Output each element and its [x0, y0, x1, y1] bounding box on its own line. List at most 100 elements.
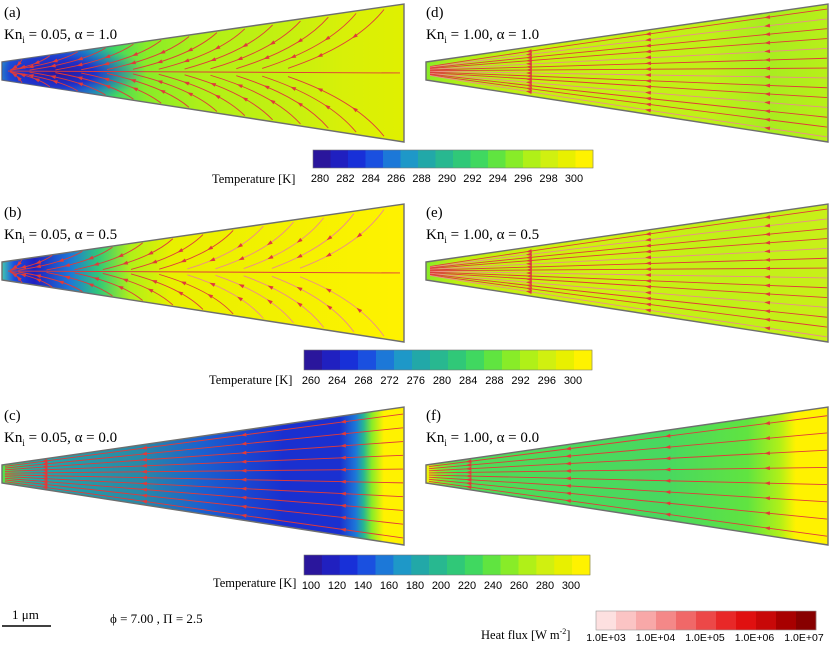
- streamline-arrow: [645, 79, 651, 83]
- colorbar-cell: [430, 350, 449, 370]
- streamline-arrow: [141, 481, 147, 486]
- streamline-arrow: [465, 481, 472, 486]
- streamline: [429, 74, 828, 128]
- colorbar-cell: [518, 555, 537, 575]
- streamline-arrow: [49, 63, 56, 68]
- colorbar-cell: [554, 555, 573, 575]
- streamline-arrow: [764, 496, 770, 501]
- streamline-arrow: [266, 299, 273, 305]
- streamline-arrow: [525, 49, 532, 53]
- streamline-arrow: [340, 527, 347, 532]
- streamline-arrow: [465, 466, 472, 471]
- streamline-arrow: [33, 60, 40, 65]
- streamline-arrow: [645, 284, 652, 289]
- streamline-arrow: [131, 51, 139, 56]
- streamline: [4, 454, 404, 472]
- streamline-arrow: [77, 56, 84, 61]
- colorbar-3-ticks: 100 120 140 160 180 200 220 240 260 280 300: [302, 580, 580, 592]
- streamline: [429, 238, 828, 270]
- streamline: [429, 274, 828, 328]
- streamline-arrow: [526, 271, 532, 276]
- streamline-arrow: [316, 87, 324, 93]
- streamline-arrow: [240, 468, 247, 473]
- streamline-arrow: [764, 421, 771, 425]
- streamline-arrow: [340, 479, 346, 484]
- streamline: [429, 208, 828, 268]
- streamline-arrow: [645, 249, 652, 254]
- streamline-arrow: [565, 499, 572, 503]
- streamline: [4, 468, 404, 474]
- streamline-arrow: [33, 78, 40, 83]
- streamline-arrow: [645, 255, 651, 260]
- streamline-arrow: [764, 57, 771, 62]
- streamline-arrow: [35, 274, 42, 279]
- streamline: [4, 474, 404, 484]
- streamline-arrow: [645, 231, 652, 236]
- streamline-arrow: [526, 274, 532, 279]
- streamline-arrow: [764, 32, 771, 37]
- streamline: [429, 218, 828, 268]
- streamline-arrow: [57, 280, 64, 285]
- streamline-arrow: [117, 285, 124, 291]
- colorbar-cell: [429, 555, 448, 575]
- streamline-arrow: [340, 419, 347, 424]
- streamline-arrow: [764, 109, 771, 114]
- streamline: [18, 271, 83, 292]
- colorbar-tick-label: 300: [564, 375, 582, 387]
- streamline-arrow: [526, 264, 532, 269]
- streamline-arrow: [664, 456, 671, 461]
- streamline-arrow: [104, 84, 111, 89]
- colorbar-cell: [348, 150, 366, 168]
- streamline: [429, 272, 828, 299]
- colorbar-cell: [540, 150, 559, 168]
- streamline-arrow: [20, 273, 27, 278]
- colorbar-tick-label: 100: [302, 580, 320, 592]
- colorbar-cell: [453, 150, 471, 168]
- colorbar-frame: [303, 554, 591, 576]
- streamline-arrow: [340, 503, 347, 508]
- streamline-arrow: [141, 487, 148, 492]
- streamline-arrow: [465, 477, 472, 482]
- streamline-arrow: [240, 450, 247, 455]
- streamline-arrow: [263, 85, 270, 90]
- streamline-arrow: [525, 287, 532, 291]
- streamline-arrow: [525, 87, 532, 91]
- streamline-arrow: [645, 43, 652, 48]
- heat-flux-cell: [676, 611, 697, 630]
- colorbar-tick-label: 284: [362, 173, 380, 185]
- colorbar-tick-label: 296: [538, 375, 556, 387]
- streamline-arrow: [526, 58, 532, 63]
- colorbar-cell: [572, 555, 591, 575]
- streamline-arrow: [525, 252, 532, 257]
- streamline-arrow: [41, 467, 48, 472]
- streamline: [130, 273, 204, 310]
- heat-flux-tick-label: 1.0E+05: [685, 632, 725, 644]
- streamline-arrow: [525, 90, 532, 94]
- streamline-arrow: [764, 436, 771, 441]
- colorbar-tick-label: 286: [387, 173, 405, 185]
- colorbar-tick-label: 296: [514, 173, 532, 185]
- colorbar-cell: [412, 350, 431, 370]
- streamline-arrow: [41, 470, 48, 475]
- heat-flux-tick-label: 1.0E+07: [784, 632, 824, 644]
- streamline-arrow: [526, 71, 532, 76]
- streamline-arrow: [645, 273, 651, 277]
- streamline-arrow: [525, 52, 532, 57]
- colorbar-tick-label: 276: [407, 375, 425, 387]
- streamline: [429, 272, 828, 308]
- streamline: [429, 271, 828, 289]
- streamline-arrow: [87, 255, 94, 260]
- streamline-arrow: [664, 478, 671, 483]
- streamline: [55, 72, 134, 100]
- panel-params-e: Kni = 1.00, α = 0.5: [426, 227, 539, 245]
- heat-flux-cell: [716, 611, 737, 630]
- streamline: [184, 24, 273, 70]
- colorbar-cell: [488, 150, 506, 168]
- streamline: [74, 272, 143, 301]
- streamline-arrow: [526, 77, 532, 82]
- streamline-arrow: [64, 263, 71, 267]
- streamlines-b: [7, 209, 401, 337]
- streamline-arrow: [64, 275, 71, 280]
- colorbar-frame: [303, 349, 593, 371]
- streamline-arrow: [340, 455, 346, 460]
